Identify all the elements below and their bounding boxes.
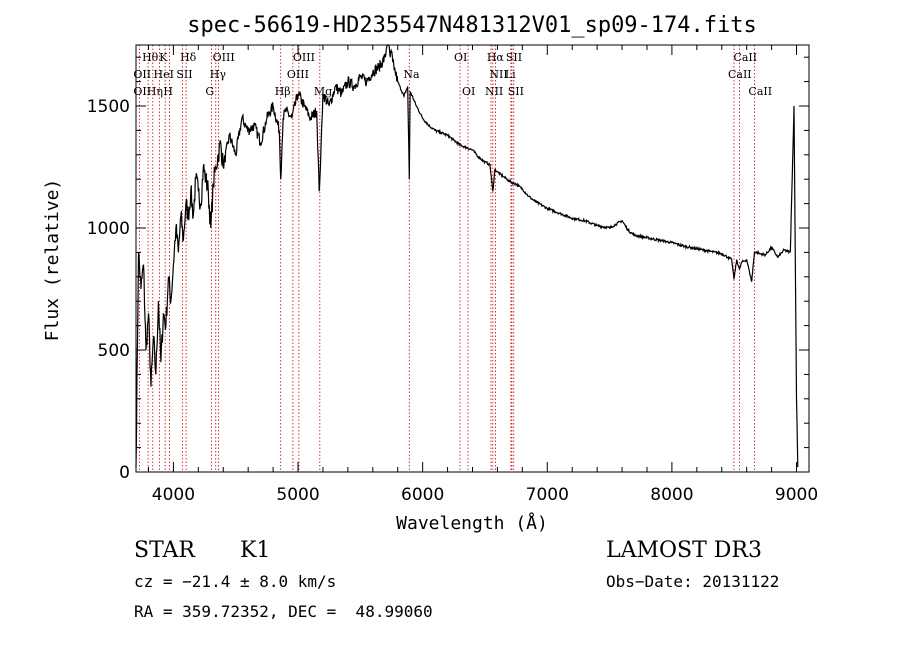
line-label: CaII <box>748 85 772 98</box>
line-label: H <box>163 85 173 98</box>
y-tick-label: 1500 <box>87 97 130 117</box>
line-label: Hθ <box>142 51 159 64</box>
object-subclass: K1 <box>240 538 271 563</box>
emission-line-markers <box>138 45 755 472</box>
line-label: K <box>159 51 168 64</box>
object-class: STAR <box>134 538 195 563</box>
line-label: OII <box>133 85 151 98</box>
y-axis-label: Flux (relative) <box>42 179 63 342</box>
line-label: CaII <box>733 51 757 64</box>
chart-title: spec-56619-HD235547N481312V01_sp09-174.f… <box>187 13 757 38</box>
line-label: CaII <box>728 68 752 81</box>
line-label: Hη <box>147 85 163 98</box>
x-tick-label: 8000 <box>650 485 693 505</box>
line-label: G <box>205 85 214 98</box>
spectrum-line <box>135 44 799 468</box>
line-label: OI <box>462 85 475 98</box>
y-tick-label: 500 <box>98 341 130 361</box>
line-label: Mg <box>314 85 332 98</box>
line-label: Li <box>505 68 516 81</box>
line-label: OI <box>454 51 467 64</box>
line-label: OIII <box>293 51 315 64</box>
survey-label: LAMOST DR3 <box>606 538 762 563</box>
x-tick-label: 4000 <box>152 485 195 505</box>
y-axis-ticks: 0 500 1000 1500 <box>87 56 809 483</box>
line-label: OIII <box>213 51 235 64</box>
line-label: Hγ <box>210 68 227 81</box>
line-label: Hβ <box>275 85 291 98</box>
line-label: Hα <box>487 51 505 64</box>
y-tick-label: 1000 <box>87 219 130 239</box>
line-label: OIII <box>287 68 309 81</box>
x-axis-label: Wavelength (Å) <box>396 512 548 534</box>
line-label: HeI <box>154 68 174 81</box>
line-label: NII <box>485 85 503 98</box>
line-label: OII <box>133 68 151 81</box>
plot-frame <box>135 44 810 473</box>
line-label: SII <box>176 68 192 81</box>
line-label: Hδ <box>180 51 197 64</box>
line-label: NII <box>489 68 507 81</box>
redshift-velocity: cz = −21.4 ± 8.0 km/s <box>134 572 337 591</box>
x-tick-label: 5000 <box>276 485 319 505</box>
x-tick-label: 6000 <box>401 485 444 505</box>
y-tick-label: 0 <box>119 463 130 483</box>
line-label: SII <box>506 51 522 64</box>
line-label: SII <box>508 85 524 98</box>
x-axis-ticks: 4000 5000 6000 7000 8000 9000 <box>147 45 818 505</box>
coordinates: RA = 359.72352, DEC = 48.99060 <box>134 602 433 621</box>
observation-date: Obs−Date: 20131122 <box>606 572 780 591</box>
x-tick-label: 7000 <box>526 485 569 505</box>
x-tick-label: 9000 <box>775 485 818 505</box>
line-label: Na <box>403 68 420 81</box>
